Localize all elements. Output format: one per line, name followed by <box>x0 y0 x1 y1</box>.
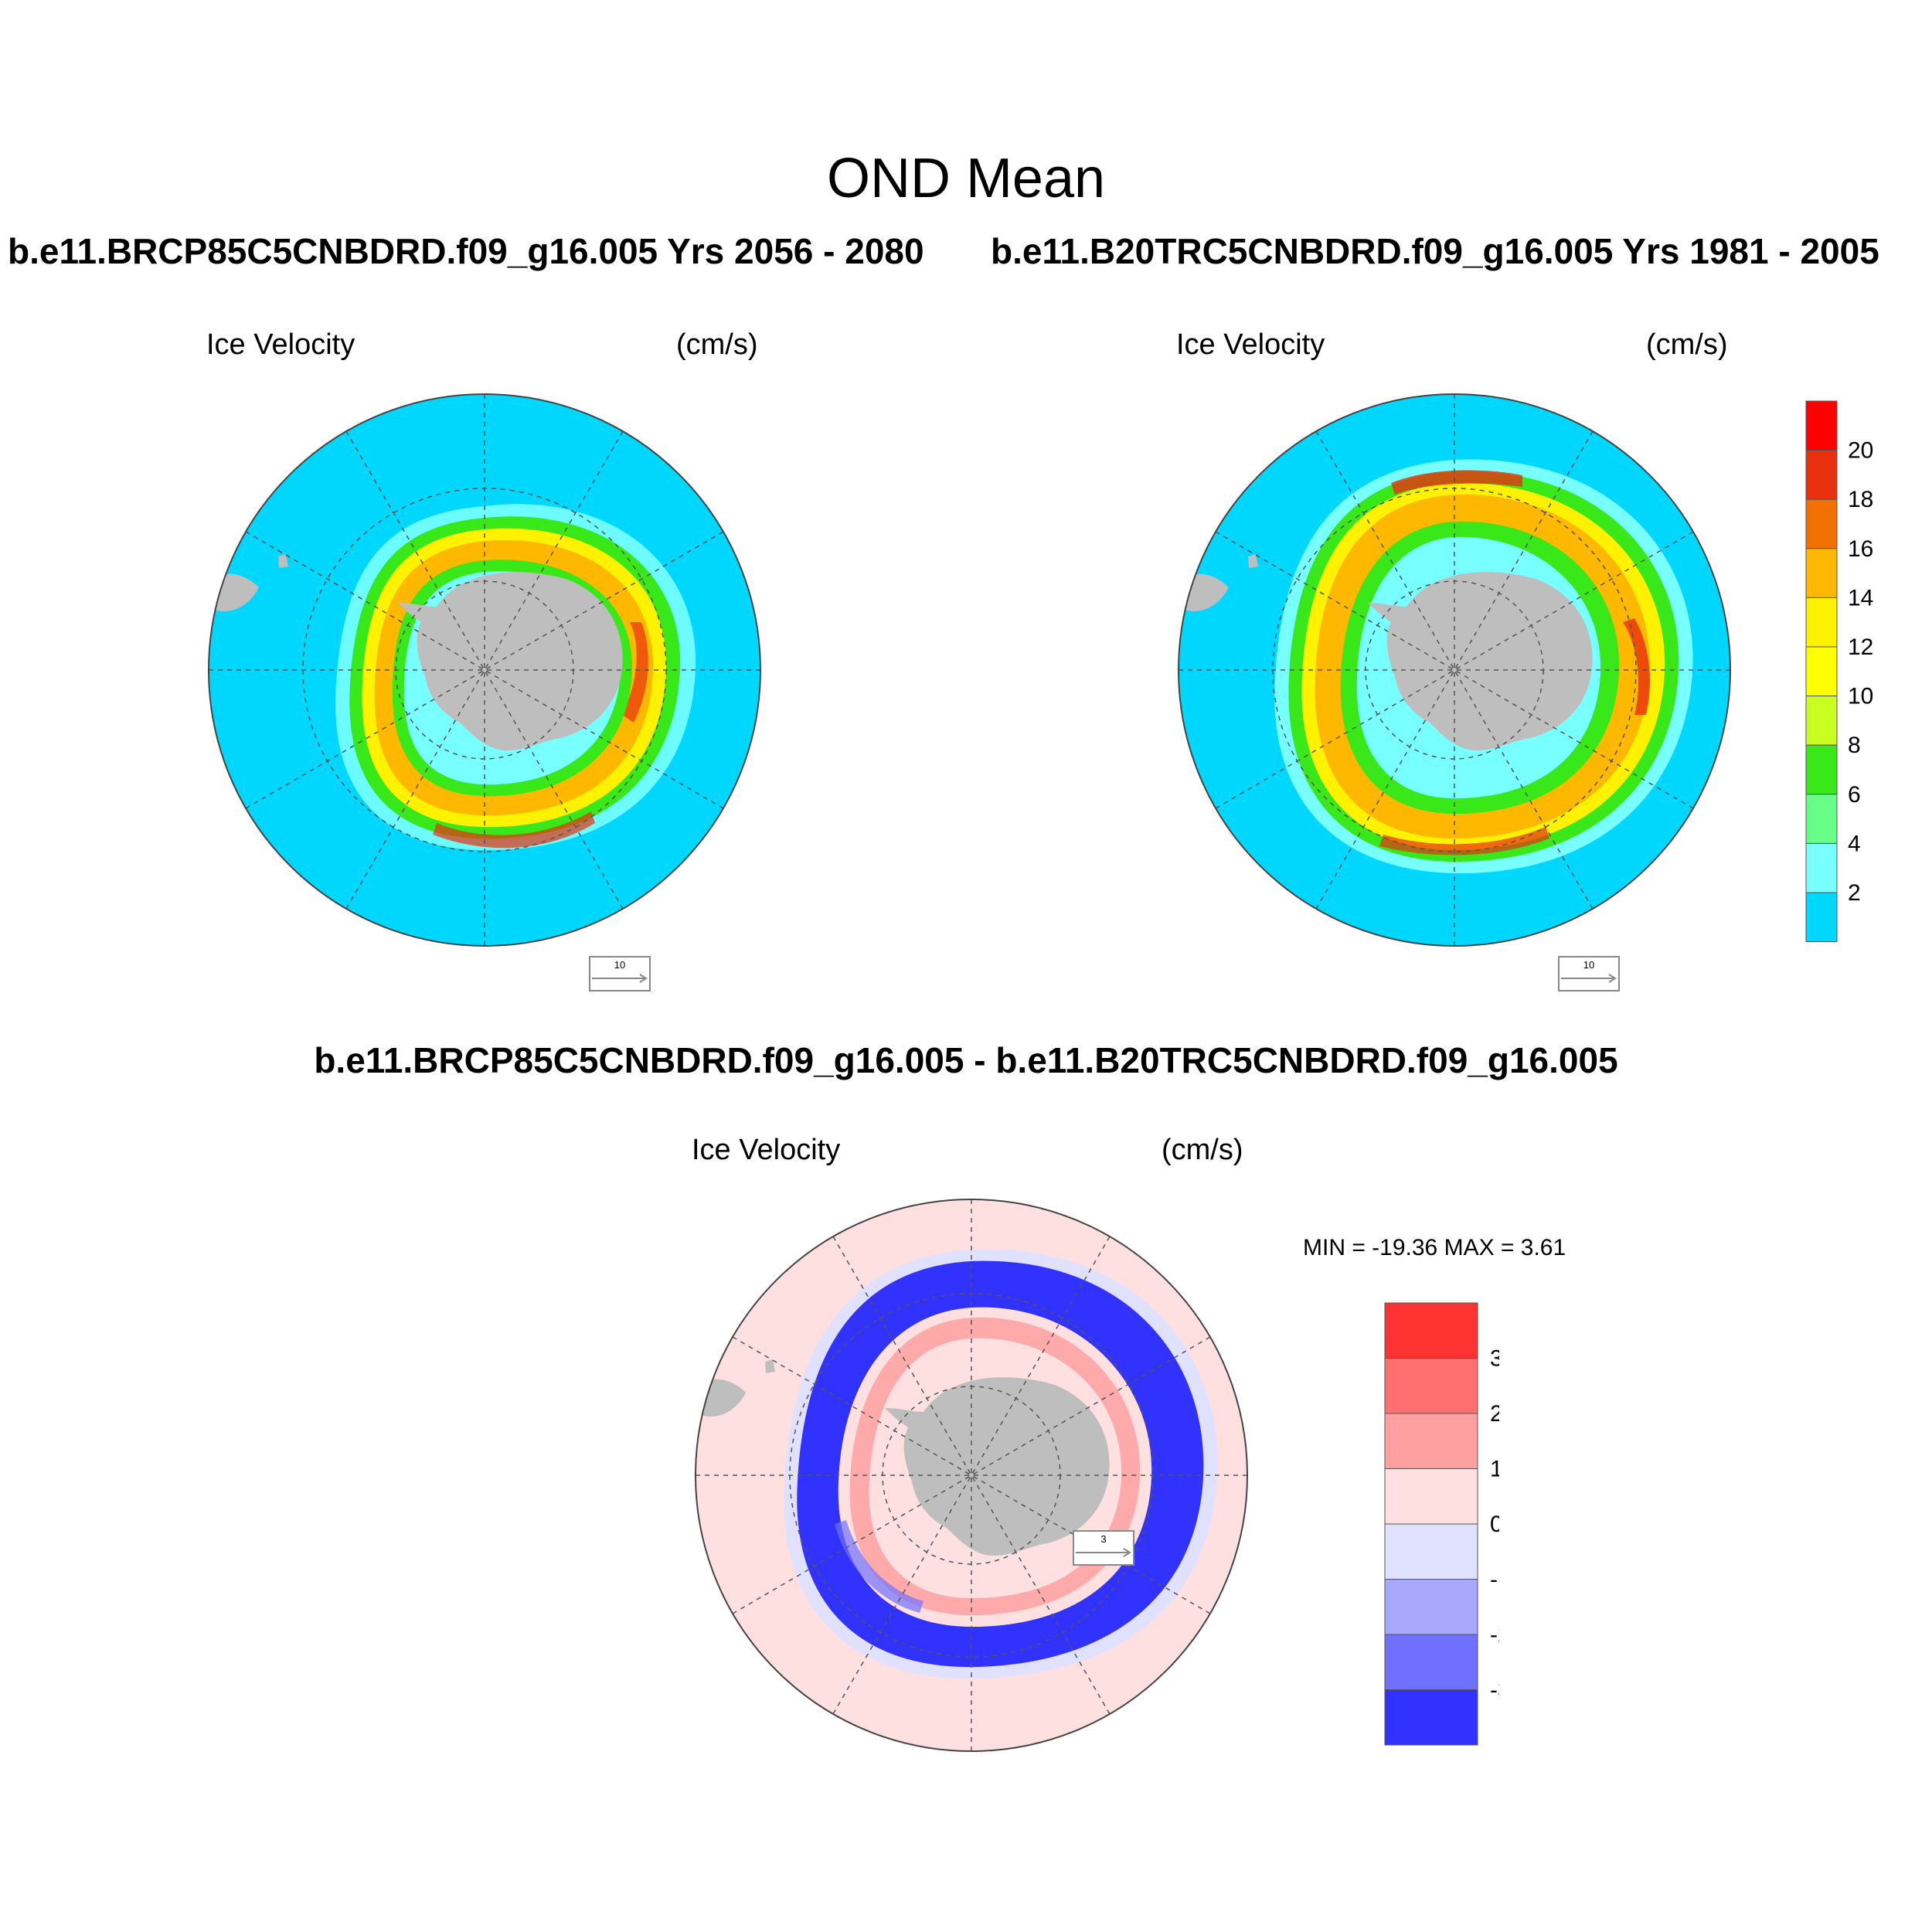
abs-colorbar-swatch <box>1805 498 1838 549</box>
panel1-reference-vector: 10 <box>589 956 651 992</box>
abs-colorbar-swatch <box>1805 548 1838 598</box>
diff-colorbar-swatch <box>1384 1302 1478 1359</box>
panel2-variable-label: Ice Velocity <box>1176 328 1325 361</box>
diff-colorbar-label: 2 <box>1490 1401 1499 1427</box>
diff-units-label: (cm/s) <box>1162 1134 1243 1166</box>
panel1-units-label: (cm/s) <box>676 328 758 361</box>
panel2-ref-vector-label: 10 <box>1583 959 1594 971</box>
graticule <box>1179 394 1730 946</box>
diff-panel-title: b.e11.BRCP85C5CNBDRD.f09_g16.005 - b.e11… <box>314 1040 1618 1080</box>
panel2-reference-vector: 10 <box>1558 956 1620 992</box>
diff-colorbar: 3 2 1 0 -1 -2 -3 <box>1384 1302 1499 1746</box>
abs-colorbar-label: 2 <box>1848 880 1861 906</box>
diff-minmax-label: MIN = -19.36 MAX = 3.61 <box>1303 1235 1566 1260</box>
south-america-landmass <box>213 573 259 611</box>
diff-colorbar-swatch <box>1384 1468 1478 1525</box>
panel1-ref-vector-label: 10 <box>614 959 625 971</box>
abs-colorbar-label: 14 <box>1848 585 1873 611</box>
south-america-landmass <box>699 1379 746 1417</box>
panel2-units-label: (cm/s) <box>1646 328 1728 361</box>
diff-colorbar-label: 0 <box>1490 1512 1499 1537</box>
diff-colorbar-label: -3 <box>1490 1678 1499 1703</box>
abs-colorbar-label: 4 <box>1848 831 1861 856</box>
diff-colorbar-label: 1 <box>1490 1457 1499 1482</box>
page-title: OND Mean <box>826 148 1106 209</box>
diff-colorbar-swatch <box>1384 1523 1478 1580</box>
diff-variable-label: Ice Velocity <box>692 1134 841 1166</box>
diff-colorbar-label: 3 <box>1490 1346 1499 1372</box>
abs-colorbar-swatch <box>1805 646 1838 697</box>
abs-colorbar-swatch <box>1805 400 1838 451</box>
diff-polar-map <box>695 1199 1248 1752</box>
abs-colorbar-label: 18 <box>1848 487 1873 512</box>
abs-colorbar-swatch <box>1805 696 1838 746</box>
abs-colorbar-label: 20 <box>1848 438 1873 464</box>
diff-colorbar-swatch <box>1384 1689 1478 1746</box>
abs-colorbar-swatch <box>1805 450 1838 500</box>
panel1-variable-label: Ice Velocity <box>206 328 355 361</box>
panel2-polar-map <box>1178 393 1731 947</box>
abs-colorbar: 20 18 16 14 12 10 8 6 4 2 <box>1805 400 1873 943</box>
panel1-case-title: b.e11.BRCP85C5CNBDRD.f09_g16.005 Yrs 205… <box>8 231 924 271</box>
diff-reference-vector: 3 <box>1073 1530 1134 1566</box>
diff-colorbar-label: -1 <box>1490 1567 1499 1593</box>
abs-colorbar-swatch <box>1805 597 1838 648</box>
panel2-case-title: b.e11.B20TRC5CNBDRD.f09_g16.005 Yrs 1981… <box>991 231 1879 271</box>
diff-ref-vector-label: 3 <box>1100 1533 1106 1545</box>
abs-colorbar-swatch <box>1805 842 1838 893</box>
abs-colorbar-label: 10 <box>1848 684 1873 709</box>
graticule <box>209 394 760 946</box>
abs-colorbar-label: 16 <box>1848 536 1873 562</box>
diff-colorbar-swatch <box>1384 1413 1478 1469</box>
abs-colorbar-label: 6 <box>1848 782 1861 808</box>
abs-colorbar-swatch <box>1805 744 1838 795</box>
diff-colorbar-label: -2 <box>1490 1622 1499 1648</box>
panel1-polar-map <box>208 393 761 947</box>
abs-colorbar-label: 12 <box>1848 634 1873 660</box>
diff-colorbar-swatch <box>1384 1358 1478 1414</box>
south-america-landmass <box>1182 573 1229 611</box>
diff-colorbar-swatch <box>1384 1634 1478 1690</box>
graticule <box>696 1199 1247 1751</box>
abs-colorbar-swatch <box>1805 794 1838 844</box>
abs-colorbar-swatch <box>1805 892 1838 943</box>
diff-colorbar-swatch <box>1384 1579 1478 1635</box>
abs-colorbar-label: 8 <box>1848 733 1861 758</box>
